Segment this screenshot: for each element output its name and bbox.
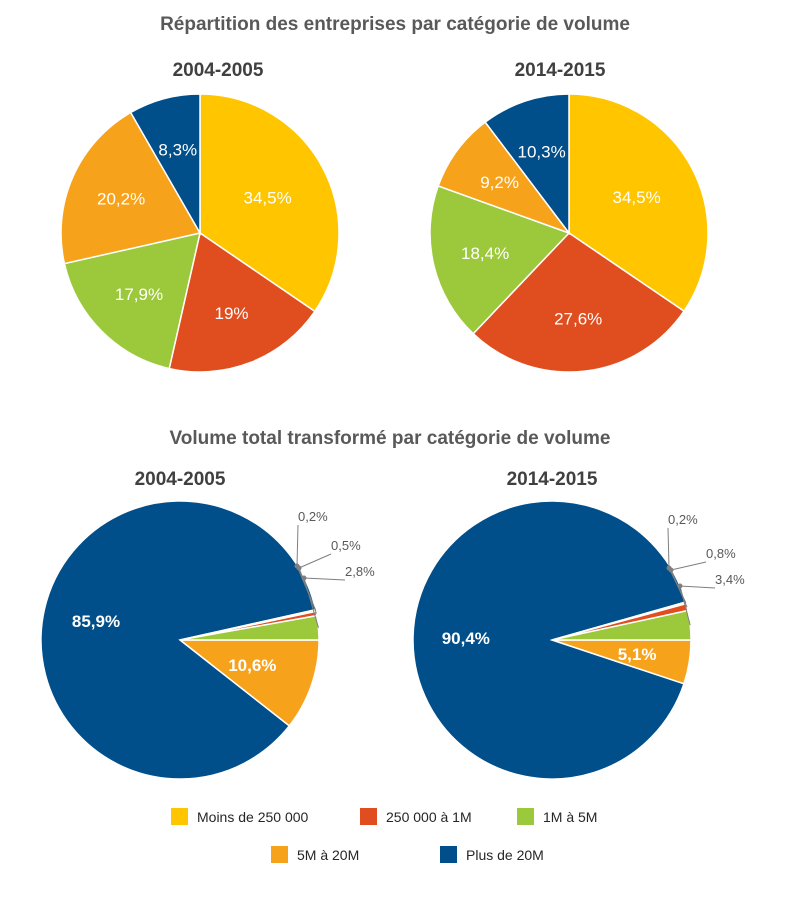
legend-swatch-plus-de-20m [440, 846, 457, 863]
pie-charts: 34,5% 19% 17,9% 20,2% 8,3% 34,5% 27,6% 18,4% 9,2… [40, 93, 745, 780]
pie-2-slice-plus-de-20m [484, 93, 570, 236]
legend-swatch-250-000-1m [360, 808, 377, 825]
pie-4-title: 2014-2015 [507, 469, 598, 490]
bottom-title: Volume total transformé par catégorie de… [170, 428, 611, 449]
pie-4-slice-plus-de-20m [412, 500, 687, 780]
legend-swatch-5m-20m [271, 846, 288, 863]
pie-3-title: 2004-2005 [135, 469, 226, 490]
pie-4-label-moins-de-250-000: 0,2% [668, 512, 698, 527]
pie-1-slice-moins-de-250-000 [199, 93, 340, 313]
pie-1-label-moins-de-250-000: 34,5% [243, 188, 291, 207]
pie-3-slice-plus-de-20m [40, 500, 317, 780]
legend-label-1m-5m: 1M à 5M [543, 809, 597, 825]
pie-2-label-5m-20m: 9,2% [480, 173, 519, 192]
legend-swatch-1m-5m [517, 808, 534, 825]
pie-2-label-plus-de-20m: 10,3% [517, 142, 565, 161]
pie-4-leader-ext-moins-de-250-000 [667, 527, 670, 569]
pie-4-label-1m-5m: 3,4% [715, 572, 745, 587]
pie-4-label-5m-20m: 5,1% [618, 645, 657, 664]
pie-1-label-1m-5m: 17,9% [115, 285, 163, 304]
legend-label-250-000-1m: 250 000 à 1M [386, 809, 472, 825]
pie-1-slice-250-000-1m [168, 231, 316, 373]
pie-3-leader-ext-moins-de-250-000 [296, 524, 299, 567]
pie-3-slice-5m-20m [177, 639, 320, 727]
pie-1-label-5m-20m: 20,2% [97, 189, 145, 208]
pie-3-leader-ext-1m-5m [303, 577, 346, 581]
legend-label-5m-20m: 5M à 20M [297, 847, 359, 863]
legend-label-plus-de-20m: Plus de 20M [466, 847, 544, 863]
pie-2-title: 2014-2015 [515, 60, 606, 81]
pie-2-slice-moins-de-250-000 [568, 93, 709, 313]
pie-3-label-moins-de-250-000: 0,2% [298, 509, 328, 524]
pie-3-leader-ext-250-000-1m [298, 553, 332, 569]
pie-1-label-250-000-1m: 19% [214, 304, 248, 323]
pie-3-label-250-000-1m: 0,5% [331, 538, 361, 553]
pie-3-leader-1m-5m [303, 577, 319, 628]
pie-3-label-plus-de-20m: 85,9% [72, 612, 120, 631]
pie-2-slice-1m-5m [429, 184, 571, 335]
pie-4-label-plus-de-20m: 90,4% [442, 629, 490, 648]
pie-2-slice-5m-20m [437, 121, 572, 235]
pie-1-slice-5m-20m [60, 111, 202, 265]
legend-swatch-moins-de-250-000 [171, 808, 188, 825]
pie-3-label-1m-5m: 2,8% [345, 564, 375, 579]
legend-label-moins-de-250-000: Moins de 250 000 [197, 809, 309, 825]
pie-1-slice-plus-de-20m [129, 93, 201, 236]
top-title: Répartition des entreprises par catégori… [160, 14, 630, 35]
pie-4-label-250-000-1m: 0,8% [706, 546, 736, 561]
pie-1-label-plus-de-20m: 8,3% [158, 141, 197, 160]
pie-1: 34,5% 19% 17,9% 20,2% 8,3% [60, 93, 340, 373]
pie-4-leader-1m-5m [679, 585, 691, 626]
pie-2-label-1m-5m: 18,4% [461, 244, 509, 263]
pie-4-leader-ext-1m-5m [679, 585, 716, 589]
pie-3: 10,6% 85,9% 0,2%0,5% 2,8% [40, 500, 375, 780]
pie-3-label-5m-20m: 10,6% [228, 656, 276, 675]
legend: Moins de 250 000 250 000 à 1M 1M à 5M 5M à … [171, 808, 597, 863]
pie-2-label-250-000-1m: 27,6% [554, 310, 602, 329]
pie-2-label-moins-de-250-000: 34,5% [612, 188, 660, 207]
pie-2: 34,5% 27,6% 18,4% 9,2% 10,3% [429, 93, 709, 373]
pie-4: 5,1% 90,4% 0,2% 0,8% 3,4% [412, 500, 745, 780]
pie-1-slice-1m-5m [63, 232, 201, 370]
pie-1-title: 2004-2005 [173, 60, 264, 81]
pie-2-slice-250-000-1m [472, 232, 686, 373]
pie-4-leader-ext-250-000-1m [670, 561, 707, 571]
